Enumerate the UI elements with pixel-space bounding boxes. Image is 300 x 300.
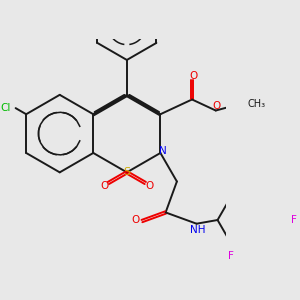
Text: N: N bbox=[159, 146, 167, 156]
Text: O: O bbox=[100, 181, 109, 191]
Text: O: O bbox=[213, 101, 221, 111]
Text: O: O bbox=[145, 181, 153, 191]
Text: S: S bbox=[123, 167, 130, 177]
Text: CH₃: CH₃ bbox=[248, 99, 266, 109]
Text: Cl: Cl bbox=[0, 103, 11, 113]
Text: O: O bbox=[132, 215, 140, 225]
Text: F: F bbox=[291, 215, 296, 225]
Text: F: F bbox=[228, 251, 234, 261]
Text: NH: NH bbox=[190, 225, 206, 235]
Text: O: O bbox=[189, 71, 197, 81]
